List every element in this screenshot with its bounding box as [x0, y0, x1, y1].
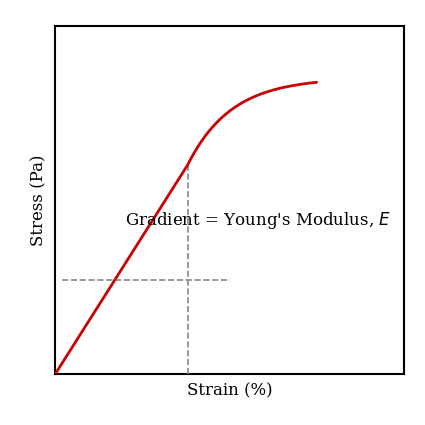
Text: Gradient = Young's Modulus, $\it{E}$: Gradient = Young's Modulus, $\it{E}$: [125, 210, 391, 231]
Y-axis label: Stress (Pa): Stress (Pa): [30, 154, 47, 246]
X-axis label: Strain (%): Strain (%): [187, 382, 272, 399]
